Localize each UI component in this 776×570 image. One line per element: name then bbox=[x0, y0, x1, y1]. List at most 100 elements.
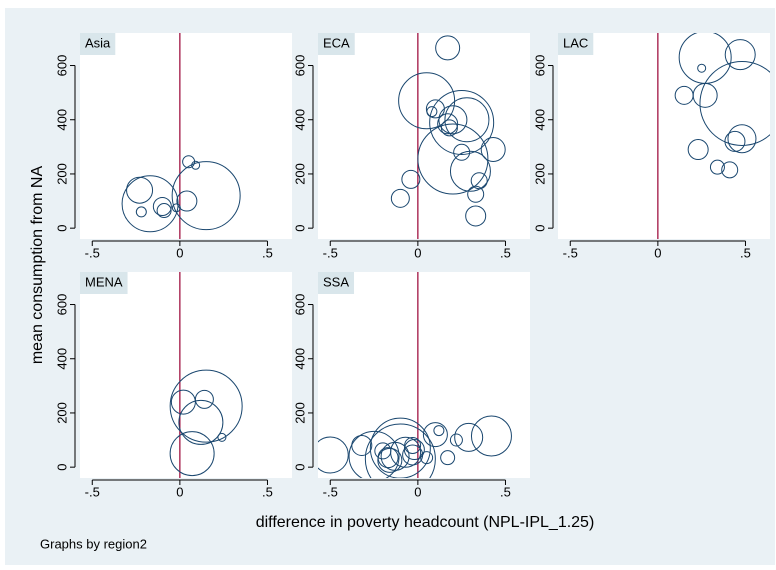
y-tick-label: 400 bbox=[54, 109, 69, 131]
y-tick-label: 0 bbox=[532, 225, 547, 232]
bubble bbox=[152, 196, 172, 216]
y-tick-label: 0 bbox=[54, 225, 69, 232]
bubble bbox=[687, 139, 709, 161]
bubble bbox=[699, 60, 770, 146]
y-tick-label: 600 bbox=[54, 294, 69, 316]
x-tick-label: .5 bbox=[500, 484, 511, 499]
plot-region bbox=[318, 33, 530, 239]
bubble bbox=[191, 160, 201, 170]
bubble bbox=[453, 143, 471, 161]
panel-title: ECA bbox=[323, 35, 350, 50]
panel-title-strip bbox=[80, 272, 128, 294]
y-tick-label: 200 bbox=[292, 163, 307, 185]
panel-title-strip bbox=[318, 272, 355, 294]
x-tick-label: -.5 bbox=[563, 245, 578, 260]
bubble bbox=[404, 436, 422, 454]
bubble bbox=[390, 188, 410, 208]
y-tick-label: 200 bbox=[292, 402, 307, 424]
bubble bbox=[444, 97, 490, 143]
bubble bbox=[364, 423, 436, 478]
y-axis-label: mean consumption from NA bbox=[29, 166, 46, 365]
panel-title-strip bbox=[80, 33, 116, 55]
panel-title: LAC bbox=[563, 35, 588, 50]
bubble bbox=[176, 190, 198, 212]
bubble bbox=[426, 106, 438, 118]
bubble bbox=[377, 447, 403, 473]
bubble bbox=[178, 399, 224, 445]
bubble bbox=[433, 425, 445, 437]
x-tick-label: -.5 bbox=[85, 245, 100, 260]
x-tick-label: .5 bbox=[500, 245, 511, 260]
bubble bbox=[403, 439, 425, 461]
bubble bbox=[437, 113, 459, 135]
bubble bbox=[417, 123, 489, 195]
bubble bbox=[169, 431, 215, 477]
y-tick-label: 200 bbox=[54, 163, 69, 185]
bubble bbox=[420, 451, 434, 465]
bubble bbox=[169, 369, 243, 443]
bubble bbox=[470, 415, 512, 457]
bubble bbox=[369, 417, 431, 478]
bubble bbox=[480, 137, 506, 163]
x-axis-label: difference in poverty headcount (NPL-IPL… bbox=[256, 514, 595, 531]
panel-title-strip bbox=[558, 33, 594, 55]
x-tick-label: .5 bbox=[262, 484, 273, 499]
bubble bbox=[135, 206, 147, 218]
y-tick-label: 200 bbox=[532, 163, 547, 185]
x-tick-label: 0 bbox=[414, 245, 421, 260]
bubble bbox=[217, 432, 227, 442]
bubble bbox=[724, 39, 756, 71]
bubble bbox=[724, 130, 746, 152]
y-tick-label: 600 bbox=[292, 294, 307, 316]
y-tick-label: 600 bbox=[292, 55, 307, 77]
x-tick-label: 0 bbox=[176, 484, 183, 499]
panel-title-strip bbox=[318, 33, 355, 55]
panel-title: MENA bbox=[85, 274, 123, 289]
bubble bbox=[449, 433, 463, 447]
bubble bbox=[156, 203, 172, 219]
y-tick-label: 0 bbox=[292, 464, 307, 471]
x-tick-label: .5 bbox=[262, 245, 273, 260]
y-tick-label: 400 bbox=[54, 348, 69, 370]
x-tick-label: .5 bbox=[740, 245, 751, 260]
note: Graphs by region2 bbox=[40, 536, 147, 551]
bubble bbox=[467, 185, 485, 203]
bubble bbox=[721, 161, 739, 179]
bubble bbox=[401, 169, 421, 189]
bubble bbox=[438, 105, 468, 135]
panel-title: SSA bbox=[323, 274, 349, 289]
plot-region bbox=[558, 33, 770, 239]
bubble bbox=[422, 422, 448, 448]
bubble bbox=[126, 176, 154, 204]
bubble bbox=[318, 436, 349, 474]
bubble bbox=[398, 72, 456, 130]
bubbles bbox=[121, 155, 241, 233]
bubble bbox=[449, 150, 491, 192]
y-tick-label: 400 bbox=[532, 109, 547, 131]
bubbles bbox=[390, 35, 506, 227]
bubble bbox=[194, 389, 214, 409]
bubble bbox=[465, 205, 487, 227]
y-tick-label: 600 bbox=[532, 55, 547, 77]
y-tick-label: 0 bbox=[292, 225, 307, 232]
bubble bbox=[709, 159, 725, 175]
bubble bbox=[440, 450, 456, 466]
bubbles bbox=[169, 369, 243, 477]
y-tick-label: 0 bbox=[54, 464, 69, 471]
bubbles bbox=[318, 415, 512, 478]
bubbles bbox=[674, 33, 770, 179]
x-tick-label: 0 bbox=[176, 245, 183, 260]
bubble bbox=[390, 436, 422, 468]
bubble bbox=[348, 430, 400, 478]
y-tick-label: 600 bbox=[54, 55, 69, 77]
plot-region bbox=[80, 33, 292, 239]
bubble bbox=[697, 63, 707, 73]
x-tick-label: -.5 bbox=[85, 484, 100, 499]
x-tick-label: -.5 bbox=[323, 245, 338, 260]
bubble bbox=[727, 124, 757, 154]
plot-region bbox=[318, 272, 530, 478]
x-tick-label: 0 bbox=[414, 484, 421, 499]
bubble bbox=[171, 161, 241, 231]
plot-region bbox=[80, 272, 292, 478]
x-tick-label: -.5 bbox=[323, 484, 338, 499]
